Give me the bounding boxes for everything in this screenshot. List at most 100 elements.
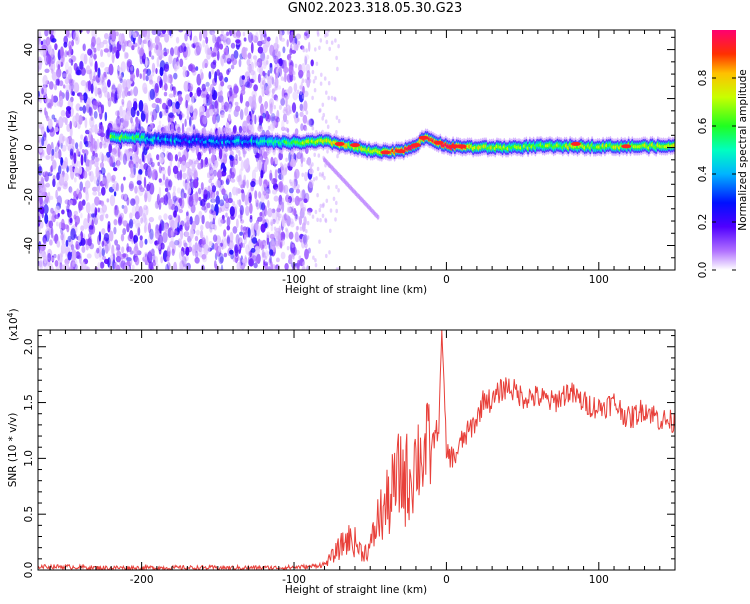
spectrogram-cell xyxy=(194,42,200,48)
spectrogram-cell xyxy=(251,169,257,182)
spectrogram-cell xyxy=(60,142,63,149)
spectrogram-cell xyxy=(102,39,108,45)
spectrogram-cell xyxy=(308,179,314,189)
spectrogram-cell xyxy=(123,192,128,201)
spectrogram-cell xyxy=(140,40,144,50)
spectrogram-cell xyxy=(126,223,130,233)
spectrogram-cell xyxy=(97,67,101,78)
spectrogram-cell xyxy=(244,71,251,80)
spectrogram-cell xyxy=(210,203,215,214)
spectrogram-cell xyxy=(41,136,45,147)
spectrogram-cell xyxy=(193,169,198,181)
spectrogram-cell xyxy=(138,100,144,112)
spectrogram-cell xyxy=(136,222,141,227)
spectrogram-cell xyxy=(115,31,119,37)
spectrogram-cell xyxy=(281,239,285,246)
spectrogram-cell xyxy=(100,49,104,57)
spectrogram-cell xyxy=(68,78,74,86)
spectrogram-cell xyxy=(39,257,42,269)
spectrogram-cell xyxy=(89,170,94,183)
spectrogram-cell xyxy=(178,96,183,102)
spectrogram-cell xyxy=(246,58,251,66)
spectrogram-cell xyxy=(102,256,106,260)
spectrogram-cell xyxy=(88,127,93,135)
spectrogram-cell xyxy=(206,202,211,209)
spectrogram-cell xyxy=(310,59,314,67)
spectrogram-cell xyxy=(182,172,187,180)
spectrogram-cell xyxy=(111,30,116,41)
spectrogram-cell xyxy=(44,195,49,203)
spectrogram-cell xyxy=(260,169,264,179)
spectrogram-cell xyxy=(88,225,94,230)
spectrogram-cell xyxy=(318,45,321,50)
spectrogram-cell xyxy=(173,261,178,270)
spectrogram-x-tick-label: 100 xyxy=(589,274,609,286)
spectrogram-cell xyxy=(230,171,235,179)
spectrogram-cell xyxy=(268,266,271,270)
spectrogram-cell xyxy=(101,228,106,235)
spectrogram-cell xyxy=(141,151,145,163)
spectrogram-cell xyxy=(89,143,94,153)
spectrogram-cell xyxy=(174,219,178,229)
spectrogram-cell xyxy=(303,100,308,112)
spectrogram-cell xyxy=(117,158,120,169)
spectrogram-cell xyxy=(159,223,162,234)
spectrogram-cell xyxy=(183,192,187,199)
spectrogram-cell xyxy=(188,158,192,167)
spectrogram-cell xyxy=(148,41,154,52)
spectrogram-cell xyxy=(135,161,139,169)
spectrogram-cell xyxy=(93,47,97,53)
spectrogram-cell xyxy=(47,252,52,263)
spectrogram-x-tick-label: 0 xyxy=(443,274,450,286)
spectrogram-cell xyxy=(175,101,180,110)
spectrogram-cell xyxy=(336,66,339,72)
spectrogram-cell xyxy=(101,153,104,163)
spectrogram-cell xyxy=(251,100,257,112)
spectrogram-cell xyxy=(94,153,98,158)
spectrogram-cell xyxy=(221,188,226,196)
spectrogram-cell xyxy=(301,189,306,201)
spectrogram-cell xyxy=(76,148,79,157)
snr-series-line xyxy=(38,330,675,570)
spectrogram-cell xyxy=(199,200,203,207)
spectrogram-cell xyxy=(209,163,212,171)
spectrogram-cell xyxy=(316,32,320,37)
spectrogram-cell xyxy=(218,207,222,214)
spectrogram-cell xyxy=(144,33,148,45)
spectrogram-cell xyxy=(211,31,215,38)
spectrogram-cell xyxy=(187,82,191,91)
spectrogram-cell xyxy=(216,50,220,61)
spectrogram-cell xyxy=(291,102,297,113)
spectrogram-cell xyxy=(59,262,63,270)
spectrogram-cell xyxy=(212,169,217,177)
spectrogram-cell xyxy=(72,138,75,149)
spectrogram-cell xyxy=(276,109,280,120)
spectrogram-cell xyxy=(314,47,317,52)
colorbar: 0.0 0.2 0.4 0.6 0.8 Normalized spectral ampl… xyxy=(697,30,749,278)
spectrogram-cell xyxy=(69,186,73,195)
spectrogram-cell xyxy=(52,174,56,181)
spectrogram-cell xyxy=(256,159,263,171)
spectrogram-hotspot xyxy=(570,141,581,146)
spectrogram-cell xyxy=(54,205,60,214)
spectrogram-cell xyxy=(120,183,124,193)
spectrogram-cell xyxy=(56,172,60,181)
spectrogram-cell xyxy=(257,46,264,54)
spectrogram-cell xyxy=(291,243,294,249)
spectrogram-cell xyxy=(296,237,300,243)
spectrogram-cell xyxy=(197,151,202,161)
spectrogram-cell xyxy=(158,152,165,164)
spectrogram-cell xyxy=(46,54,52,65)
spectrogram-cell xyxy=(273,226,277,231)
spectrogram-cell xyxy=(289,187,294,194)
spectrogram-cell xyxy=(325,253,328,259)
spectrogram-cell xyxy=(51,159,57,171)
spectrogram-cell xyxy=(218,199,225,207)
spectrogram-cell xyxy=(313,88,317,93)
spectrogram-cell xyxy=(275,36,279,47)
spectrogram-cell xyxy=(239,205,244,216)
spectrogram-cell xyxy=(170,229,174,238)
spectrogram-cell xyxy=(63,172,69,182)
spectrogram-cell xyxy=(255,198,259,205)
spectrogram-cell xyxy=(225,54,231,62)
